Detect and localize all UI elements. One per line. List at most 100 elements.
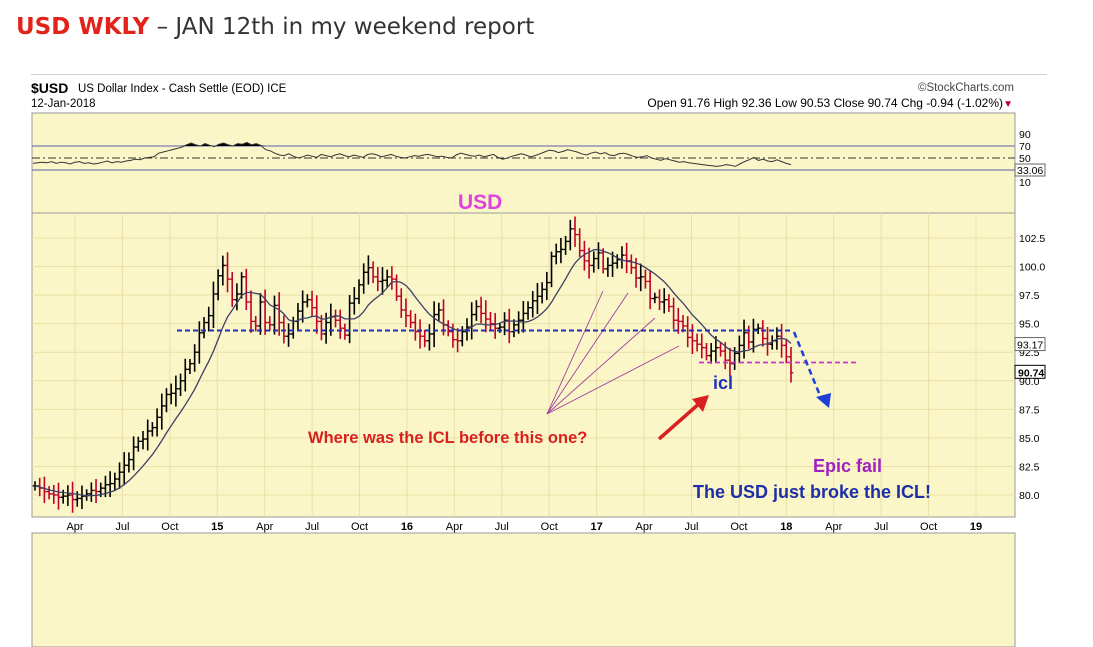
price-bar xyxy=(380,267,385,295)
x-tick-label: Oct xyxy=(730,521,747,533)
price-bar xyxy=(182,358,188,392)
rsi-current-marker: 33.06 xyxy=(1014,163,1046,177)
price-bar xyxy=(544,271,550,301)
price-bar xyxy=(460,326,465,347)
x-tick-label: Apr xyxy=(825,521,842,533)
x-tick-label: Jul xyxy=(684,521,698,533)
broke-icl-annotation: The USD just broke the ICL! xyxy=(693,482,931,502)
price-bar xyxy=(661,288,667,314)
price-bar xyxy=(168,383,174,405)
price-bar xyxy=(614,254,620,269)
price-bar xyxy=(356,279,362,305)
y-tick-label: 82.5 xyxy=(1019,461,1040,473)
price-bar xyxy=(657,289,662,311)
price-bar xyxy=(408,310,413,329)
panel-label-usd: USD xyxy=(458,191,502,214)
x-tick-label: Oct xyxy=(541,521,558,533)
volume-panel xyxy=(31,532,1016,647)
price-bar xyxy=(788,347,794,383)
price-bar xyxy=(145,419,150,451)
epic-fail-annotation: Epic fail xyxy=(813,456,882,476)
price-bar xyxy=(699,333,705,359)
price-bar xyxy=(220,255,226,286)
price-bar xyxy=(394,274,399,301)
price-bar xyxy=(563,235,568,255)
price-bar xyxy=(427,324,432,351)
price-bar xyxy=(56,482,61,510)
price-bar xyxy=(502,312,507,336)
price-bar xyxy=(187,359,193,374)
price-bar xyxy=(126,452,132,473)
price-bar xyxy=(450,323,456,348)
price-bar xyxy=(398,288,404,319)
price-bar xyxy=(530,291,536,318)
y-tick-label: 95.0 xyxy=(1019,319,1040,331)
price-bar xyxy=(676,307,681,334)
y-tick-label: 100.0 xyxy=(1019,262,1045,274)
price-bar xyxy=(478,296,484,324)
icl-label: icl xyxy=(713,373,733,393)
price-bar xyxy=(413,313,418,341)
price-bar xyxy=(666,294,672,313)
price-bar xyxy=(755,323,761,335)
price-bar xyxy=(582,240,587,271)
svg-text:90.74: 90.74 xyxy=(1018,367,1044,379)
chart-instrument-name: US Dollar Index - Cash Settle (EOD) ICE xyxy=(78,83,287,95)
price-bar xyxy=(403,298,409,328)
price-bar xyxy=(79,485,85,510)
price-bar xyxy=(131,436,136,471)
x-tick-label: Oct xyxy=(351,521,368,533)
x-tick-label: Apr xyxy=(635,521,652,533)
red-arrow-shaft xyxy=(657,400,703,441)
price-bar xyxy=(234,283,240,311)
rsi-line xyxy=(32,141,792,167)
price-bar xyxy=(159,393,165,430)
y-tick-label: 80.0 xyxy=(1019,490,1040,502)
price-bars xyxy=(32,216,794,513)
x-tick-label: 18 xyxy=(780,521,792,533)
price-bar xyxy=(258,293,263,335)
ma-value-marker: 93.17 xyxy=(1014,337,1046,352)
price-bar xyxy=(154,408,160,437)
chart-image: $USD US Dollar Index - Cash Settle (EOD)… xyxy=(31,74,1047,647)
rsi-tick-label: 10 xyxy=(1019,177,1031,189)
price-bar xyxy=(741,319,747,359)
x-tick-label: Oct xyxy=(920,521,937,533)
price-bar xyxy=(281,315,287,344)
svg-text:33.06: 33.06 xyxy=(1017,165,1043,177)
chart-date: 12-Jan-2018 xyxy=(31,98,96,110)
price-bar xyxy=(89,482,94,502)
blue-arrow-icon xyxy=(816,393,831,408)
price-bar xyxy=(652,292,658,304)
price-bar xyxy=(150,422,155,437)
price-bar xyxy=(65,485,71,506)
price-bar xyxy=(431,301,437,348)
x-tick-label: Oct xyxy=(161,521,178,533)
price-bar xyxy=(121,452,127,486)
price-bar xyxy=(572,216,578,247)
headline-ticker: USD WKLY xyxy=(16,14,150,40)
fan-line xyxy=(546,345,680,415)
chart-source: ©StockCharts.com xyxy=(918,82,1014,94)
price-bar xyxy=(117,462,122,489)
annotation-arrows xyxy=(657,331,831,441)
fan-line xyxy=(546,292,629,415)
price-bar xyxy=(314,295,320,334)
rsi-panel xyxy=(31,112,1016,214)
x-tick-label: 19 xyxy=(970,521,982,533)
price-bar xyxy=(568,219,573,251)
price-bar xyxy=(521,301,526,333)
x-tick-label: Jul xyxy=(115,521,129,533)
price-bar xyxy=(366,255,371,285)
x-tick-label: 17 xyxy=(591,521,603,533)
x-tick-label: 16 xyxy=(401,521,413,533)
price-bar xyxy=(708,343,714,364)
price-bar xyxy=(596,242,601,270)
price-bar xyxy=(272,295,277,335)
chart-symbol: $USD xyxy=(31,80,68,96)
price-bar xyxy=(694,333,700,352)
y-tick-label: 97.5 xyxy=(1019,290,1040,302)
price-bar xyxy=(46,486,52,500)
price-bar xyxy=(375,267,381,292)
